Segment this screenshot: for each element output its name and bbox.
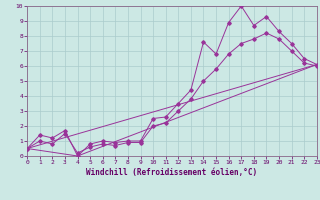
X-axis label: Windchill (Refroidissement éolien,°C): Windchill (Refroidissement éolien,°C) xyxy=(86,168,258,177)
